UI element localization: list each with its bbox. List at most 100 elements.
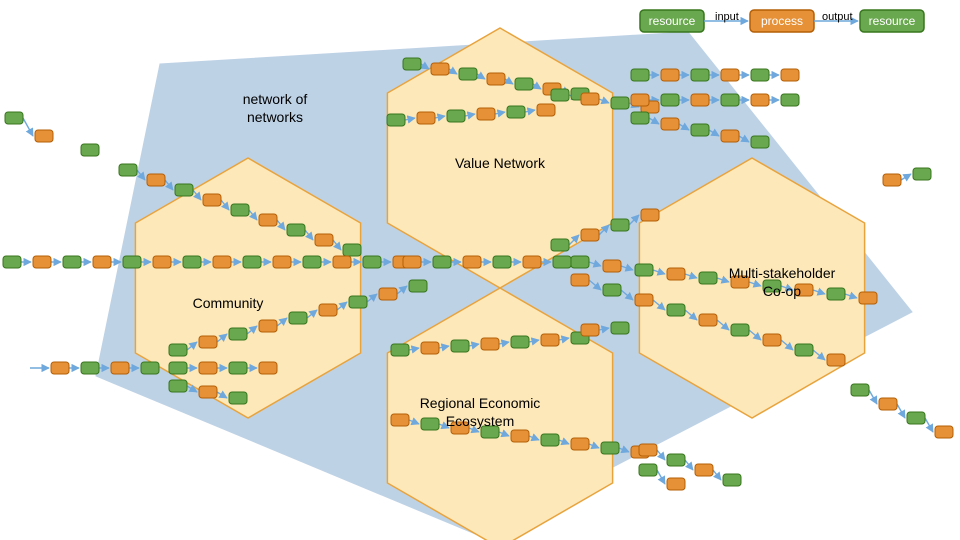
legend-resource-1-label: resource: [649, 14, 696, 28]
process-node: [213, 256, 231, 268]
process-node: [259, 320, 277, 332]
resource-node: [751, 69, 769, 81]
process-node: [463, 256, 481, 268]
resource-node: [723, 474, 741, 486]
resource-node: [287, 224, 305, 236]
process-node: [273, 256, 291, 268]
resource-node: [667, 454, 685, 466]
process-node: [35, 130, 53, 142]
resource-node: [699, 272, 717, 284]
process-node: [403, 256, 421, 268]
resource-node: [169, 344, 187, 356]
resource-node: [303, 256, 321, 268]
flow-arrow: [897, 404, 905, 418]
process-node: [935, 426, 953, 438]
resource-node: [493, 256, 511, 268]
flow-arrow: [925, 418, 933, 432]
resource-node: [507, 106, 525, 118]
resource-node: [611, 219, 629, 231]
resource-node: [611, 322, 629, 334]
process-node: [639, 444, 657, 456]
process-node: [859, 292, 877, 304]
resource-node: [229, 392, 247, 404]
process-node: [641, 209, 659, 221]
hex-label-value-network: Value Network: [455, 155, 546, 171]
process-node: [695, 464, 713, 476]
process-node: [827, 354, 845, 366]
resource-node: [433, 256, 451, 268]
resource-node: [691, 69, 709, 81]
process-node: [667, 268, 685, 280]
legend-resource-2-label: resource: [869, 14, 916, 28]
flow-arrow: [657, 450, 665, 460]
process-node: [259, 362, 277, 374]
resource-node: [5, 112, 23, 124]
resource-node: [363, 256, 381, 268]
process-node: [635, 294, 653, 306]
process-node: [259, 214, 277, 226]
process-node: [883, 174, 901, 186]
resource-node: [421, 418, 439, 430]
process-node: [391, 414, 409, 426]
process-node: [477, 108, 495, 120]
resource-node: [851, 384, 869, 396]
process-node: [147, 174, 165, 186]
flow-arrow: [685, 460, 693, 470]
hex-label-regional: Regional Economic: [420, 395, 541, 411]
process-node: [631, 94, 649, 106]
resource-node: [349, 296, 367, 308]
resource-node: [721, 94, 739, 106]
resource-node: [123, 256, 141, 268]
resource-node: [551, 239, 569, 251]
hex-label-community: Community: [193, 295, 264, 311]
resource-node: [515, 78, 533, 90]
resource-node: [913, 168, 931, 180]
process-node: [721, 69, 739, 81]
resource-node: [603, 284, 621, 296]
hex-label2-regional: Ecosystem: [446, 413, 514, 429]
resource-node: [231, 204, 249, 216]
title-line1: network of: [243, 91, 308, 107]
process-node: [571, 438, 589, 450]
process-node: [421, 342, 439, 354]
process-node: [319, 304, 337, 316]
resource-node: [63, 256, 81, 268]
hex-label-multi-stakeholder: Multi-stakeholder: [729, 265, 836, 281]
process-node: [487, 73, 505, 85]
resource-node: [343, 244, 361, 256]
resource-node: [119, 164, 137, 176]
resource-node: [141, 362, 159, 374]
resource-node: [169, 362, 187, 374]
resource-node: [409, 280, 427, 292]
process-node: [203, 194, 221, 206]
process-node: [315, 234, 333, 246]
resource-node: [795, 344, 813, 356]
resource-node: [229, 362, 247, 374]
resource-node: [661, 94, 679, 106]
resource-node: [631, 69, 649, 81]
process-node: [379, 288, 397, 300]
resource-node: [169, 380, 187, 392]
resource-node: [571, 256, 589, 268]
resource-node: [391, 344, 409, 356]
resource-node: [827, 288, 845, 300]
resource-node: [751, 136, 769, 148]
flow-arrow: [657, 470, 665, 484]
resource-node: [631, 112, 649, 124]
process-node: [481, 338, 499, 350]
resource-node: [781, 94, 799, 106]
process-node: [153, 256, 171, 268]
resource-node: [447, 110, 465, 122]
hex-label2-multi-stakeholder: Co-op: [763, 283, 801, 299]
legend-input-text: input: [715, 11, 739, 23]
resource-node: [175, 184, 193, 196]
resource-node: [691, 124, 709, 136]
process-node: [523, 256, 541, 268]
process-node: [51, 362, 69, 374]
process-node: [699, 314, 717, 326]
legend: resourceprocessresourceinputoutput: [640, 10, 924, 32]
process-node: [603, 260, 621, 272]
resource-node: [459, 68, 477, 80]
resource-node: [611, 97, 629, 109]
process-node: [93, 256, 111, 268]
